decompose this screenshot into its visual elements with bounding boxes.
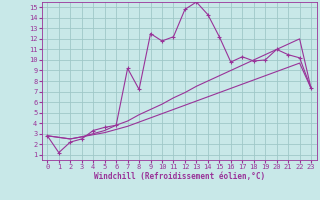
X-axis label: Windchill (Refroidissement éolien,°C): Windchill (Refroidissement éolien,°C): [94, 172, 265, 181]
